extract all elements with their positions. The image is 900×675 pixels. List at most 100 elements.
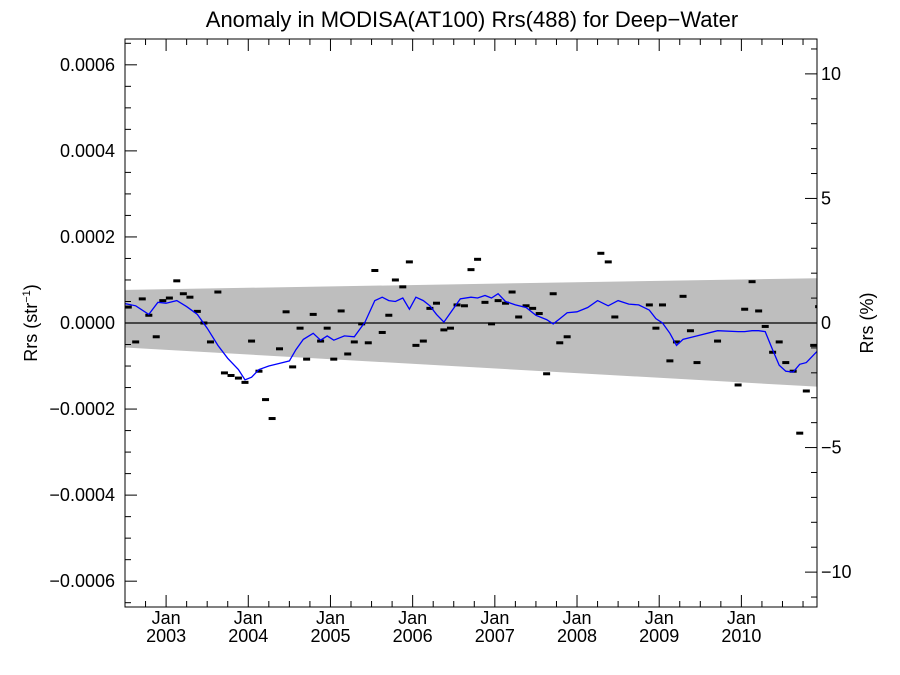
data-point-marker [132,340,140,344]
y-tick-label-right: −10 [821,562,852,582]
data-point-marker [741,307,749,311]
data-point-marker [761,324,769,328]
data-point-marker [145,313,153,317]
uncertainty-band [125,278,817,387]
data-point-marker [769,350,777,354]
data-point-marker [364,341,372,345]
y-tick-label-left: −0.0002 [49,399,115,419]
data-point-marker [227,373,235,377]
data-point-marker [262,398,270,402]
data-point-marker [672,340,680,344]
x-tick-label-year: 2006 [393,626,433,646]
data-point-marker [666,359,674,363]
data-point-marker [460,304,468,308]
y-tick-label-left: −0.0004 [49,485,115,505]
data-point-marker [412,343,420,347]
data-point-marker [522,304,530,308]
data-point-marker [206,340,214,344]
x-tick-label-month: Jan [563,608,592,628]
data-point-marker [563,335,571,339]
data-point-marker [488,322,496,326]
plot-area [125,251,817,435]
y-tick-label-right: −5 [821,438,842,458]
data-point-marker [317,339,325,343]
y-axis-label-left-text: Rrs (str [21,303,41,362]
data-point-marker [597,251,605,255]
data-point-marker [481,300,489,304]
y-tick-label-left: 0.0002 [60,227,115,247]
data-point-marker [543,372,551,376]
data-point-marker [220,371,228,375]
x-tick-label-year: 2003 [146,626,186,646]
data-point-marker [282,310,290,314]
data-point-marker [474,257,482,261]
data-point-marker [679,294,687,298]
data-point-marker [276,347,284,351]
y-tick-label-left: 0.0004 [60,141,115,161]
chart-title: Anomaly in MODISA(AT100) Rrs(488) for De… [206,7,738,32]
data-point-marker [405,260,413,264]
data-point-marker [179,292,187,296]
data-point-marker [391,278,399,282]
data-point-marker [323,326,331,330]
x-tick-label-year: 2008 [557,626,597,646]
data-point-marker [152,335,160,339]
data-point-marker [432,301,440,305]
data-point-marker [330,357,338,361]
x-tick-label-month: Jan [316,608,345,628]
x-tick-label-month: Jan [727,608,756,628]
data-point-marker [502,301,510,305]
y-tick-label-right: 0 [821,313,831,333]
data-point-marker [529,306,537,310]
data-point-marker [810,343,817,347]
data-point-marker [125,305,132,309]
data-point-marker [350,340,358,344]
data-point-marker [214,290,222,294]
data-point-marker [248,339,256,343]
data-point-marker [165,296,173,300]
y-tick-label-right: 5 [821,188,831,208]
data-point-marker [385,313,393,317]
x-tick-label-year: 2009 [639,626,679,646]
data-point-marker [193,309,201,313]
data-point-marker [186,295,194,299]
data-point-marker [815,305,817,309]
x-tick-label-month: Jan [234,608,263,628]
data-point-marker [234,376,242,380]
y-axis-label-left-superscript: −1 [21,290,33,303]
data-point-marker [289,365,297,369]
data-point-marker [138,297,146,301]
data-point-marker [782,361,790,365]
x-tick-label-month: Jan [480,608,509,628]
y-tick-label-left: 0.0000 [60,313,115,333]
data-point-marker [467,268,475,272]
data-point-marker [755,309,763,313]
y-tick-label-right: 10 [821,64,841,84]
data-point-marker [426,306,434,310]
data-point-marker [604,260,612,264]
data-point-marker [645,303,653,307]
x-tick-label-year: 2005 [310,626,350,646]
x-tick-label-month: Jan [152,608,181,628]
y-tick-label-left: −0.0006 [49,571,115,591]
x-tick-label-year: 2010 [721,626,761,646]
data-point-marker [535,312,543,316]
data-point-marker [686,329,694,333]
data-point-marker [734,383,742,387]
x-tick-label-month: Jan [398,608,427,628]
data-point-marker [796,431,804,435]
data-point-marker [173,279,181,283]
running-mean-line [125,292,817,381]
data-point-marker [802,389,810,393]
y-axis-label-left-close: ) [21,284,41,290]
data-point-marker [508,290,516,294]
data-point-marker [344,352,352,356]
data-point-marker [296,326,304,330]
data-point-marker [358,322,366,326]
data-point-marker [309,312,317,316]
data-point-marker [159,299,167,303]
data-point-marker [371,269,379,273]
x-tick-label-year: 2007 [475,626,515,646]
y-axis-label-right: Rrs (%) [857,293,877,354]
